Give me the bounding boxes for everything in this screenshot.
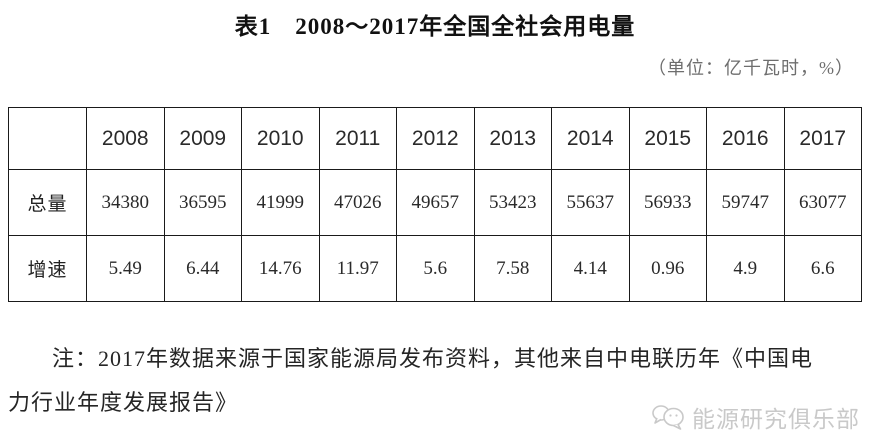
footnote: 注：2017年数据来源于国家能源局发布资料，其他来自中电联历年《中国电力行业年度… bbox=[8, 346, 814, 415]
table-row: 总量 34380 36595 41999 47026 49657 53423 55637 569… bbox=[8, 169, 862, 236]
year-header-cell: 2010 bbox=[241, 107, 320, 170]
table-row: 增速 5.49 6.44 14.76 11.97 5.6 7.58 4.14 0.96 4.9 6.… bbox=[8, 235, 862, 302]
electricity-table: 2008 2009 2010 2011 2012 2013 2014 2015 2016 2017… bbox=[8, 107, 862, 302]
year-header-cell: 2016 bbox=[706, 107, 785, 170]
corner-cell bbox=[8, 107, 87, 170]
year-header-cell: 2014 bbox=[551, 107, 630, 170]
value-cell: 41999 bbox=[241, 169, 320, 236]
value-cell: 47026 bbox=[318, 169, 397, 236]
year-header-cell: 2011 bbox=[318, 107, 397, 170]
table-header-row: 2008 2009 2010 2011 2012 2013 2014 2015 2016 2017 bbox=[8, 107, 862, 170]
value-cell: 56933 bbox=[628, 169, 707, 236]
value-cell: 4.9 bbox=[706, 235, 785, 302]
value-cell: 59747 bbox=[706, 169, 785, 236]
value-cell: 6.6 bbox=[783, 235, 862, 302]
year-header-cell: 2013 bbox=[473, 107, 552, 170]
value-cell: 5.6 bbox=[396, 235, 475, 302]
value-cell: 6.44 bbox=[163, 235, 242, 302]
value-cell: 34380 bbox=[86, 169, 165, 236]
year-header-cell: 2012 bbox=[396, 107, 475, 170]
year-header-cell: 2009 bbox=[163, 107, 242, 170]
value-cell: 55637 bbox=[551, 169, 630, 236]
value-cell: 5.49 bbox=[86, 235, 165, 302]
value-cell: 0.96 bbox=[628, 235, 707, 302]
watermark-text: 能源研究俱乐部 bbox=[692, 406, 860, 432]
value-cell: 7.58 bbox=[473, 235, 552, 302]
table-body: 总量 34380 36595 41999 47026 49657 53423 55637 569… bbox=[8, 169, 862, 302]
row-label: 总量 bbox=[8, 169, 87, 236]
value-cell: 63077 bbox=[783, 169, 862, 236]
year-header-cell: 2008 bbox=[86, 107, 165, 170]
value-cell: 11.97 bbox=[318, 235, 397, 302]
row-label: 增速 bbox=[8, 235, 87, 302]
value-cell: 14.76 bbox=[241, 235, 320, 302]
year-header-cell: 2017 bbox=[783, 107, 862, 170]
year-header-cell: 2015 bbox=[628, 107, 707, 170]
chat-bubbles-icon bbox=[651, 403, 685, 431]
page-title: 表1 2008～2017年全国全社会用电量 bbox=[234, 14, 636, 39]
value-cell: 4.14 bbox=[551, 235, 630, 302]
value-cell: 49657 bbox=[396, 169, 475, 236]
watermark: 能源研究俱乐部 bbox=[651, 400, 860, 434]
value-cell: 36595 bbox=[163, 169, 242, 236]
value-cell: 53423 bbox=[473, 169, 552, 236]
unit-note: （单位：亿千瓦时，%） bbox=[648, 58, 854, 78]
